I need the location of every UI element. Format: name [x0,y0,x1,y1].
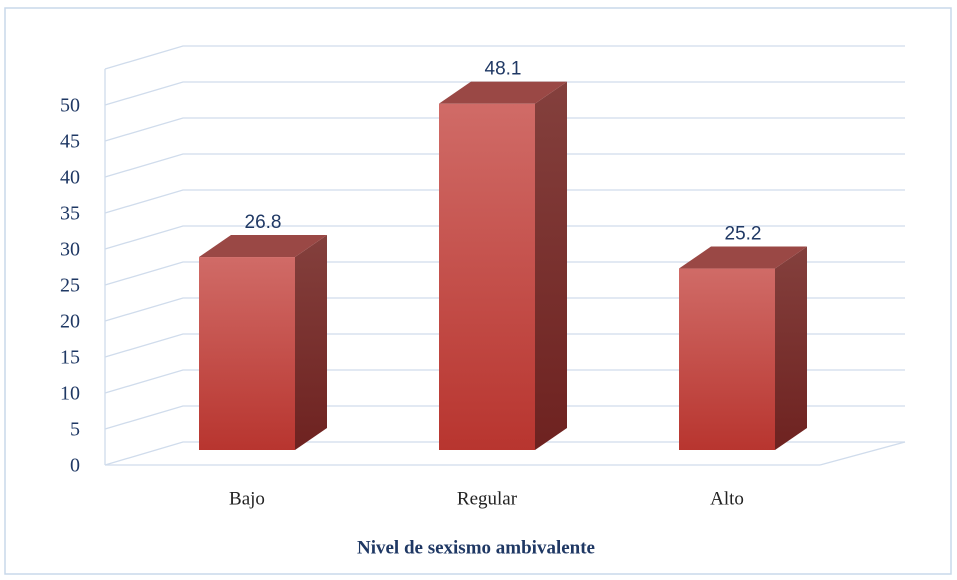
y-tick-label: 5 [70,419,80,441]
y-tick-label: 30 [60,239,80,261]
grid-line [104,369,905,394]
grid-line [104,81,905,106]
bar-side [775,246,807,450]
x-axis-title: Nivel de sexismo ambivalente [357,537,595,558]
y-tick-label: 40 [60,167,80,189]
grid-line [104,297,905,322]
grid-line [104,117,905,142]
grid-line [104,333,905,358]
bar-top [679,246,807,269]
bar-side [295,235,327,450]
data-label: 48.1 [485,59,522,80]
bar-front [439,103,535,451]
y-tick-label: 0 [70,455,80,477]
floor-right [819,441,906,466]
x-tick-label: Regular [457,488,518,509]
x-tick-label: Alto [710,488,744,509]
y-tick-label: 10 [60,383,80,405]
bar-front [679,268,775,450]
chart-border [4,7,952,575]
x-tick-label: Bajo [229,488,265,509]
grid-line [104,189,905,214]
grid-line [104,441,905,466]
grid-line [104,45,905,70]
bar-top [439,81,567,104]
y-tick-label: 25 [60,275,80,297]
data-label: 25.2 [725,224,762,245]
grid-line [104,153,905,178]
bar-top [199,235,327,258]
grid-line [104,405,905,430]
bar-front [199,257,295,450]
y-tick-label: 20 [60,311,80,333]
y-tick-label: 45 [60,131,80,153]
y-tick-label: 15 [60,347,80,369]
data-label: 26.8 [245,212,282,233]
bar-side [535,81,567,451]
y-tick-label: 50 [60,95,80,117]
y-tick-label: 35 [60,203,80,225]
grid-line [104,225,905,250]
grid-line [104,261,905,286]
